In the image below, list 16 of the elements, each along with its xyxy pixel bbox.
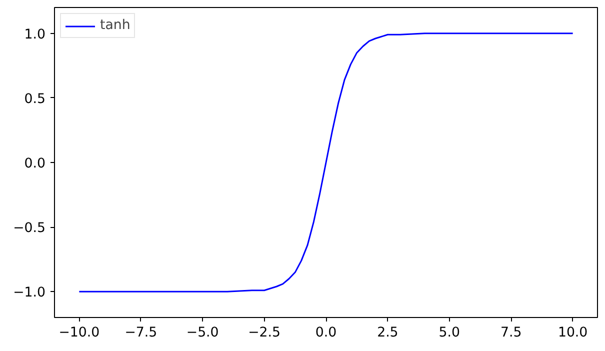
x-tick-label: 7.5	[500, 326, 522, 340]
x-tick-label: −7.5	[124, 326, 158, 340]
y-tick-label: 1.0	[24, 27, 46, 42]
line-series	[78, 32, 574, 292]
x-tick-label: 10.0	[558, 326, 588, 340]
x-tick-label: −5.0	[186, 326, 219, 340]
y-tick-label: 0.5	[24, 92, 46, 107]
x-tick-label: 5.0	[438, 326, 460, 340]
y-tick-label: −0.5	[13, 221, 46, 236]
y-tick-label: 0.0	[24, 156, 46, 172]
x-tick-label: −10.0	[58, 326, 100, 340]
y-tick-label: −1.0	[13, 286, 46, 301]
x-tick-label: −2.5	[248, 326, 280, 340]
x-tick-label: 0.0	[315, 326, 337, 340]
legend-label: tanh	[100, 18, 130, 33]
x-tick-label: 2.5	[377, 326, 398, 340]
